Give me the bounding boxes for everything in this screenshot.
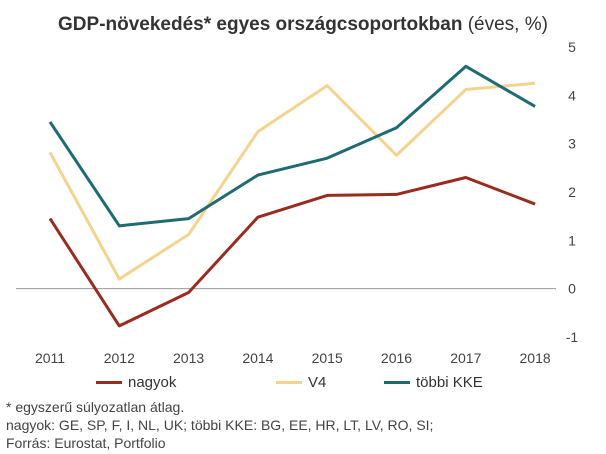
legend-label-tobbi-kke: többi KKE	[416, 374, 483, 391]
y-tick-label: 5	[568, 39, 576, 55]
y-tick-label: 2	[568, 184, 576, 200]
footnote-source: Forrás: Eurostat, Portfolio	[6, 435, 166, 451]
footnote-groups: nagyok: GE, SP, F, I, NL, UK; többi KKE:…	[6, 417, 434, 433]
x-tick-label: 2011	[35, 350, 65, 366]
legend-label-nagyok: nagyok	[128, 374, 177, 391]
series-line-nagyok	[48, 176, 536, 328]
x-tick-label: 2016	[381, 350, 412, 366]
legend-swatch-nagyok	[96, 381, 122, 384]
x-tick-label: 2018	[520, 350, 551, 366]
legend-label-v4: V4	[308, 374, 327, 391]
series-line-többi-KKE	[48, 64, 536, 228]
x-tick-label: 2014	[242, 350, 273, 366]
x-tick-label: 2012	[104, 350, 135, 366]
series-line-V4	[48, 81, 536, 281]
x-tick-label: 2015	[312, 350, 343, 366]
x-tick-label: 2013	[173, 350, 204, 366]
footnote-weighting: * egyszerű súlyozatlan átlag.	[6, 399, 185, 415]
chart-title-bold: GDP-növekedés* egyes országcsoportokban	[58, 14, 463, 35]
chart-title-unit: (éves, %)	[462, 14, 548, 35]
y-tick-label: 0	[568, 281, 576, 297]
y-tick-label: 1	[568, 232, 576, 248]
y-tick-label: 3	[568, 136, 576, 152]
y-tick-label: 4	[568, 87, 576, 103]
legend-swatch-tobbi-kke	[384, 381, 410, 384]
legend-item-tobbi-kke: többi KKE	[384, 374, 483, 391]
y-tick-label: -1	[566, 329, 579, 345]
x-tick-label: 2017	[450, 350, 481, 366]
footnotes: * egyszerű súlyozatlan átlag. nagyok: GE…	[6, 398, 433, 452]
legend-swatch-v4	[276, 381, 302, 384]
legend-item-nagyok: nagyok	[96, 374, 176, 391]
legend: nagyok V4 többi KKE	[0, 374, 606, 394]
legend-item-v4: V4	[276, 374, 326, 391]
chart-title: GDP-növekedés* egyes országcsoportokban …	[0, 14, 606, 36]
